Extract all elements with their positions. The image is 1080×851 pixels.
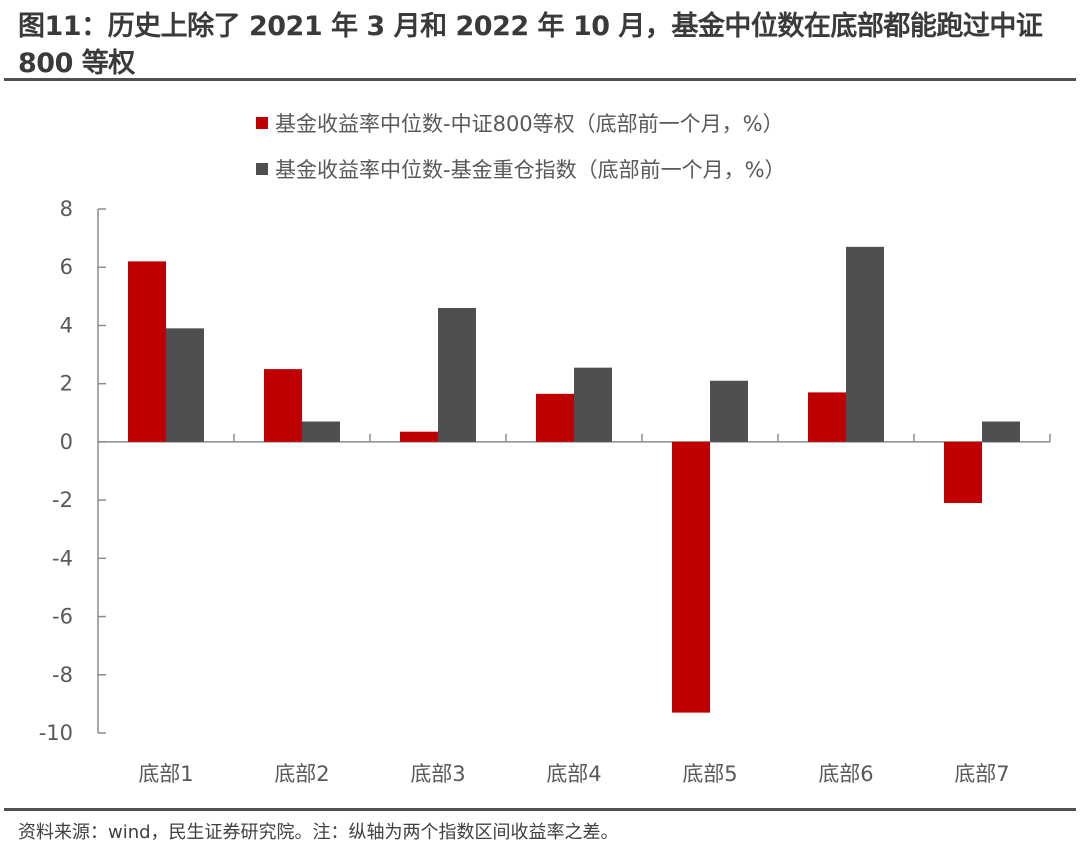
bar-series1 <box>536 393 574 442</box>
x-tick-label: 底部4 <box>546 762 601 786</box>
y-tick-label: -10 <box>39 721 73 745</box>
x-tick-label: 底部2 <box>274 762 329 786</box>
bar-series1 <box>808 392 846 442</box>
y-tick-label: -4 <box>52 546 73 570</box>
bar-series1 <box>944 441 982 504</box>
legend-swatch-series1 <box>256 117 268 129</box>
bar-series2 <box>302 421 340 442</box>
chart-legend: 基金收益率中位数-中证800等权（底部前一个月，%） 基金收益率中位数-基金重仓… <box>256 100 786 192</box>
figure-title: 图11：历史上除了 2021 年 3 月和 2022 年 10 月，基金中位数在… <box>18 11 1043 79</box>
y-tick-label: 2 <box>60 372 73 396</box>
bar-series1 <box>128 261 166 442</box>
bar-series2 <box>574 367 612 442</box>
x-tick-label: 底部1 <box>138 762 193 786</box>
y-tick-label: 6 <box>60 255 73 279</box>
bar-chart: 8 6 4 2 0 -2 -4 -6 -8 -10 底部1 底部2 底部3 底部4 底部5 底部6 底部7 <box>39 197 1051 786</box>
source-note: 资料来源：wind，民生证券研究院。注：纵轴为两个指数区间收益率之差。 <box>18 822 619 843</box>
x-tick-label: 底部6 <box>818 762 873 786</box>
bar-series2 <box>982 421 1020 442</box>
legend-swatch-series2 <box>256 163 268 175</box>
y-tick-label: 8 <box>60 197 73 221</box>
bar-series1 <box>264 369 302 442</box>
bar-series1 <box>672 441 710 713</box>
footer-divider <box>4 808 1076 811</box>
x-tick-label: 底部7 <box>954 762 1009 786</box>
y-tick-label: -8 <box>52 663 73 687</box>
x-tick-label: 底部5 <box>682 762 737 786</box>
legend-label-series1: 基金收益率中位数-中证800等权（底部前一个月，%） <box>275 112 784 136</box>
y-tick-label: 0 <box>60 430 73 454</box>
bar-series2 <box>846 246 884 442</box>
legend-item-series1: 基金收益率中位数-中证800等权（底部前一个月，%） <box>256 100 786 146</box>
bar-series2 <box>166 328 204 442</box>
y-tick-label: -2 <box>52 488 73 512</box>
legend-item-series2: 基金收益率中位数-基金重仓指数（底部前一个月，%） <box>256 146 786 192</box>
y-tick-label: -6 <box>52 605 73 629</box>
x-tick-label: 底部3 <box>410 762 465 786</box>
legend-label-series2: 基金收益率中位数-基金重仓指数（底部前一个月，%） <box>275 158 786 182</box>
title-divider <box>4 78 1076 81</box>
bar-series2 <box>438 307 476 442</box>
y-tick-label: 4 <box>60 313 73 337</box>
bar-series2 <box>710 380 748 442</box>
bar-series1 <box>400 431 438 442</box>
